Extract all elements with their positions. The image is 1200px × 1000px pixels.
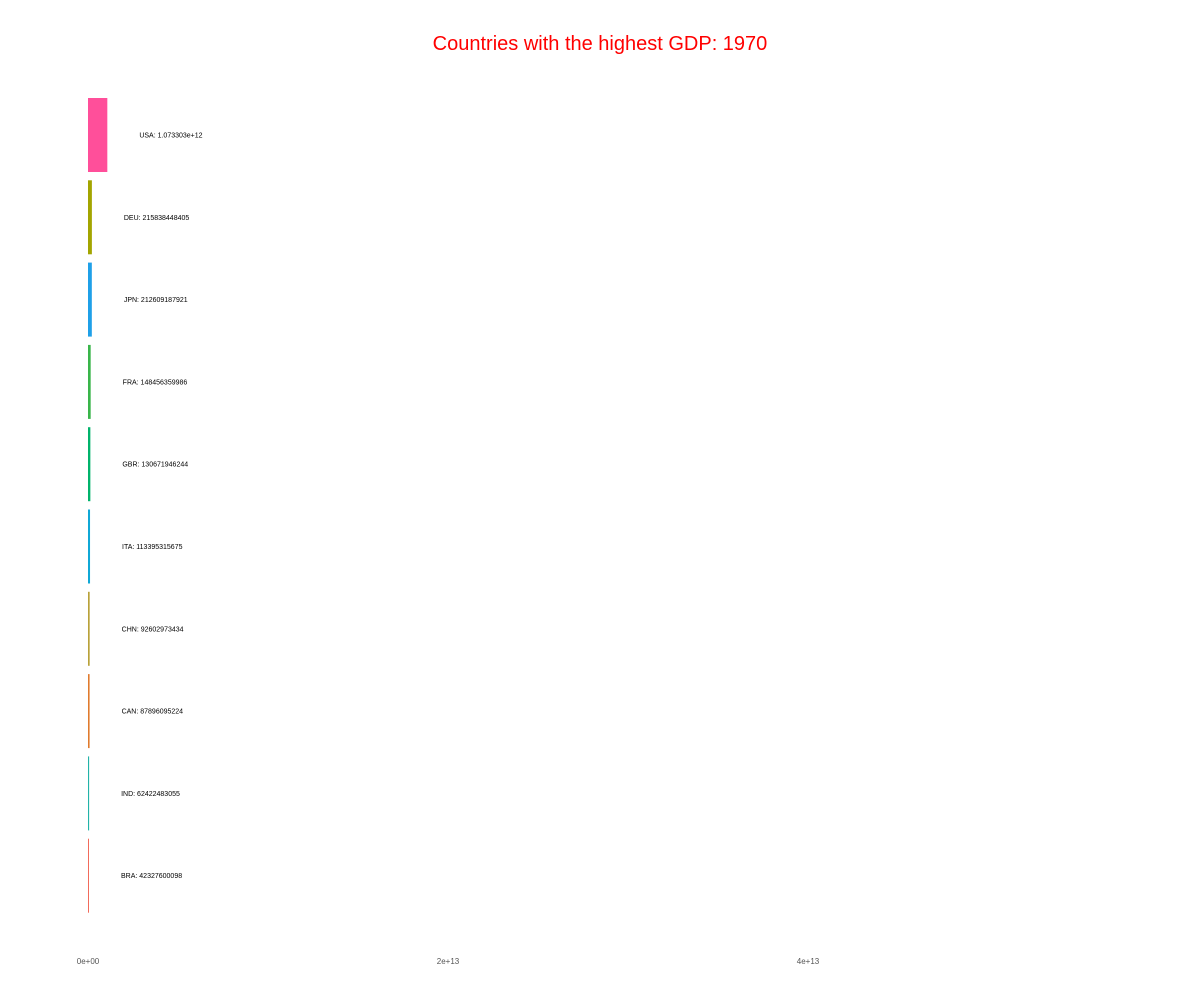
bar-gbr xyxy=(88,427,91,502)
bar-label-jpn: JPN: 212609187921 xyxy=(124,297,188,304)
chart-title: Countries with the highest GDP: 1970 xyxy=(432,33,768,55)
bar-bra xyxy=(88,838,89,913)
bar-labels-group: USA: 1.073303e+12 DEU: 215838448405 JPN: 2… xyxy=(121,133,203,881)
bar-label-chn: CHN: 92602973434 xyxy=(122,626,184,633)
x-tick-label-2: 4e+13 xyxy=(797,957,820,966)
bar-label-bra: BRA: 42327600098 xyxy=(121,873,182,880)
bar-can xyxy=(88,674,90,749)
bar-usa xyxy=(88,98,108,172)
bar-jpn xyxy=(88,262,92,337)
bar-label-ita: ITA: 113395315675 xyxy=(122,544,183,551)
bar-label-fra: FRA: 148456359986 xyxy=(123,379,188,386)
bar-fra xyxy=(88,344,91,419)
x-tick-label-1: 2e+13 xyxy=(437,957,460,966)
bar-chn xyxy=(88,591,90,666)
bar-label-can: CAN: 87896095224 xyxy=(122,709,184,716)
bars-group xyxy=(88,98,108,913)
bar-label-deu: DEU: 215838448405 xyxy=(124,215,189,222)
bar-label-usa: USA: 1.073303e+12 xyxy=(139,133,202,140)
x-axis-ticks: 0e+00 2e+13 4e+13 xyxy=(77,957,820,966)
bar-label-gbr: GBR: 130671946244 xyxy=(122,462,188,469)
bar-ind xyxy=(88,756,90,831)
x-tick-label-0: 0e+00 xyxy=(77,957,100,966)
bar-label-ind: IND: 62422483055 xyxy=(121,791,180,798)
bar-ita xyxy=(88,509,91,584)
bar-deu xyxy=(88,180,92,255)
